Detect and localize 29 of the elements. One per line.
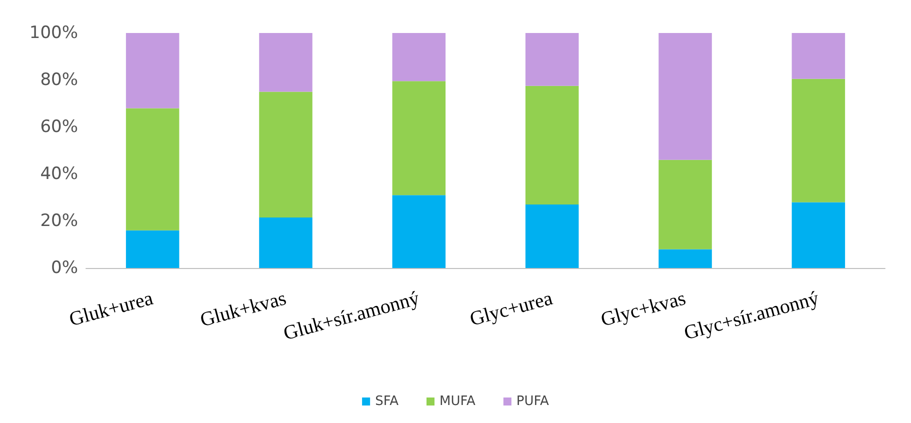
y-tick-label: 60% bbox=[40, 117, 78, 137]
y-tick-label: 100% bbox=[29, 23, 78, 43]
y-tick-label: 80% bbox=[40, 70, 78, 90]
bar bbox=[792, 202, 846, 268]
bar bbox=[792, 33, 846, 79]
y-tick-label: 40% bbox=[40, 164, 78, 184]
bar bbox=[259, 33, 312, 92]
y-tick-label: 0% bbox=[51, 258, 78, 278]
bar bbox=[126, 230, 180, 268]
bar bbox=[792, 78, 846, 202]
bar bbox=[392, 195, 446, 268]
bar bbox=[259, 92, 312, 218]
bar bbox=[126, 108, 180, 230]
legend-label: PUFA bbox=[516, 394, 550, 409]
x-tick-label: Glyc+urea bbox=[468, 287, 556, 331]
bar bbox=[525, 33, 579, 86]
bar bbox=[525, 86, 579, 205]
bar bbox=[259, 217, 312, 268]
legend-label: MUFA bbox=[439, 394, 476, 409]
x-tick-label: Gluk+urea bbox=[66, 287, 156, 331]
bar bbox=[658, 249, 712, 268]
bar bbox=[525, 204, 579, 268]
bar bbox=[392, 33, 446, 82]
bar bbox=[658, 160, 712, 250]
y-tick-label: 20% bbox=[40, 211, 78, 231]
legend-label: SFA bbox=[375, 394, 399, 409]
bar bbox=[126, 33, 180, 108]
bar bbox=[392, 81, 446, 196]
bar bbox=[658, 33, 712, 160]
